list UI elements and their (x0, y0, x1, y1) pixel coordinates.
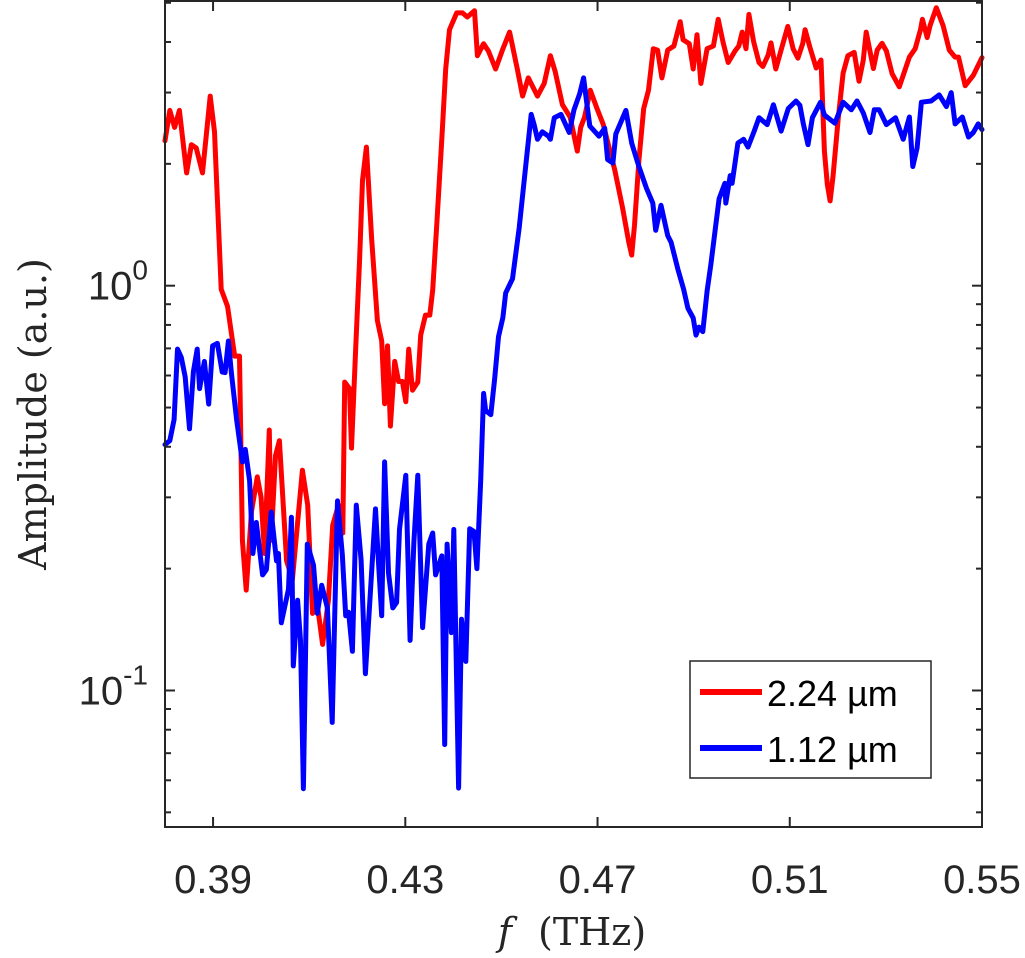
y-tick-label: 10-1 (79, 659, 148, 713)
series-layer (162, 5, 985, 792)
x-tick-label: 0.43 (366, 858, 444, 902)
plot-area (162, 0, 985, 828)
x-tick-label: 0.51 (751, 858, 829, 902)
x-tick-label: 0.55 (943, 858, 1021, 902)
legend-label-2-24um: 2.24 µm (767, 673, 898, 714)
x-tick-label: 0.39 (174, 858, 252, 902)
series-line-1 (162, 75, 985, 792)
x-axis-title-variable: f (495, 910, 518, 954)
y-tick-labels: 10-1 100 (79, 255, 148, 714)
series-line-0 (162, 5, 985, 647)
axes-frame (164, 0, 983, 828)
legend-box (689, 660, 932, 779)
legend-label-1-12um: 1.12 µm (767, 729, 898, 770)
ticks-layer (165, 1, 983, 827)
y-tick-label: 100 (88, 255, 148, 309)
x-tick-label: 0.47 (559, 858, 637, 902)
y-axis-title: Amplitude (a.u.) (11, 258, 55, 571)
x-axis-title-unit: (THz) (538, 910, 646, 954)
legend: 2.24 µm 1.12 µm (689, 660, 932, 779)
x-tick-labels: 0.39 0.43 0.47 0.51 0.55 (174, 858, 1021, 902)
x-axis-title: f (THz) (495, 910, 646, 954)
